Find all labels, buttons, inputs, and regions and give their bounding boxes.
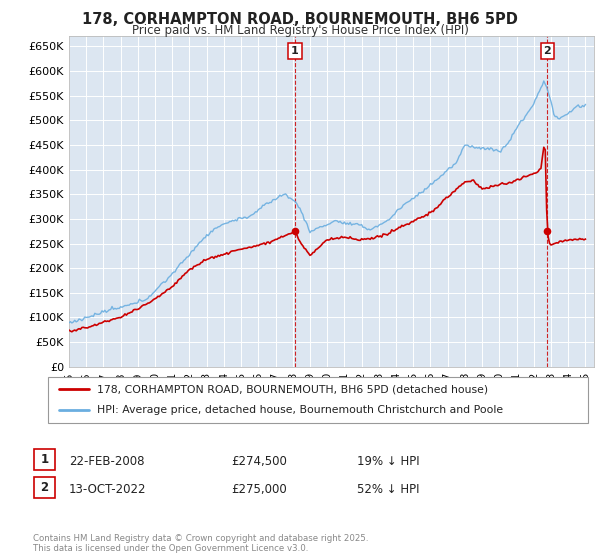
Text: 1: 1 <box>40 453 49 466</box>
Text: 52% ↓ HPI: 52% ↓ HPI <box>357 483 419 496</box>
Text: £275,000: £275,000 <box>231 483 287 496</box>
Text: Contains HM Land Registry data © Crown copyright and database right 2025.
This d: Contains HM Land Registry data © Crown c… <box>33 534 368 553</box>
Text: 19% ↓ HPI: 19% ↓ HPI <box>357 455 419 468</box>
Text: £274,500: £274,500 <box>231 455 287 468</box>
Text: 2: 2 <box>40 481 49 494</box>
Text: 2: 2 <box>544 46 551 56</box>
Text: 1: 1 <box>291 46 299 56</box>
Text: Price paid vs. HM Land Registry's House Price Index (HPI): Price paid vs. HM Land Registry's House … <box>131 24 469 37</box>
Text: 22-FEB-2008: 22-FEB-2008 <box>69 455 145 468</box>
Text: 13-OCT-2022: 13-OCT-2022 <box>69 483 146 496</box>
Text: 178, CORHAMPTON ROAD, BOURNEMOUTH, BH6 5PD (detached house): 178, CORHAMPTON ROAD, BOURNEMOUTH, BH6 5… <box>97 384 488 394</box>
Text: HPI: Average price, detached house, Bournemouth Christchurch and Poole: HPI: Average price, detached house, Bour… <box>97 405 503 416</box>
Text: 178, CORHAMPTON ROAD, BOURNEMOUTH, BH6 5PD: 178, CORHAMPTON ROAD, BOURNEMOUTH, BH6 5… <box>82 12 518 27</box>
